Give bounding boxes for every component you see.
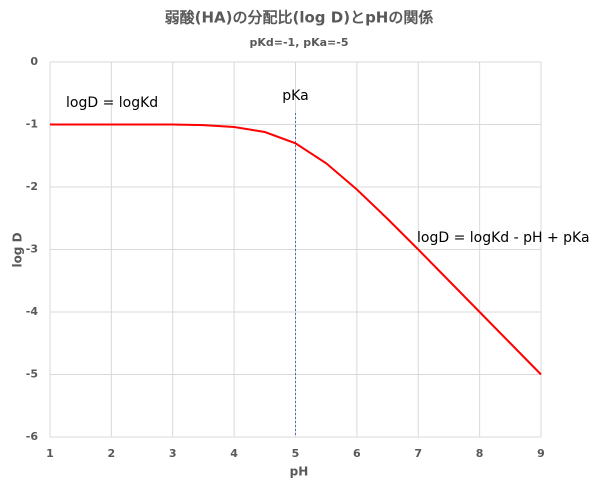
x-axis-label: pH: [290, 465, 309, 479]
x-tick-label: 2: [108, 447, 116, 460]
y-tick-label: -6: [26, 430, 39, 443]
x-tick-label: 5: [292, 447, 300, 460]
x-tick-label: 4: [230, 447, 238, 460]
annotation: logD = logKd: [66, 95, 158, 111]
x-tick-label: 9: [537, 447, 545, 460]
y-axis-label: log D: [11, 232, 25, 267]
x-tick-label: 8: [476, 447, 484, 460]
chart-subtitle: pKd=-1, pKa=-5: [250, 36, 349, 49]
y-tick-label: -2: [26, 180, 38, 193]
reference-label: pKa: [282, 88, 308, 104]
y-tick-label: -4: [26, 305, 39, 318]
x-tick-label: 7: [414, 447, 422, 460]
x-tick-label: 6: [353, 447, 361, 460]
x-tick-label: 3: [169, 447, 177, 460]
data-line: [50, 123, 542, 376]
chart-title: 弱酸(HA)の分配比(log D)とpHの関係: [165, 9, 434, 27]
annotation: logD = logKd - pH + pKa: [417, 230, 590, 246]
y-tick-label: 0: [30, 55, 38, 68]
x-tick-label: 1: [46, 447, 54, 460]
y-tick-label: -1: [26, 118, 38, 131]
y-tick-label: -5: [26, 368, 38, 381]
y-tick-label: -3: [26, 243, 38, 256]
